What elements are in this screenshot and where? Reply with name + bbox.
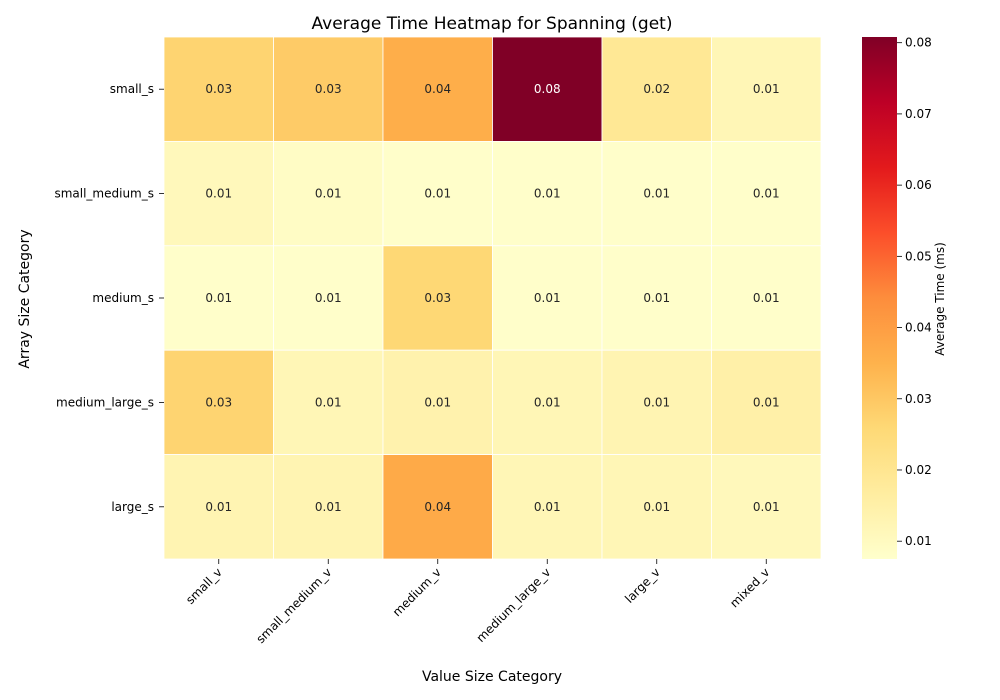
x-axis-label: Value Size Category: [422, 669, 562, 685]
heatmap-cell: [711, 349, 822, 456]
heatmap-cell: [273, 349, 384, 456]
heatmap-cell: [711, 454, 822, 560]
cell-value-label: 0.01: [205, 291, 232, 305]
cell-value-label: 0.01: [753, 187, 780, 201]
colorbar-tick-label: 0.02: [905, 463, 932, 477]
cell-value-label: 0.04: [424, 82, 451, 96]
cell-value-label: 0.01: [643, 187, 670, 201]
y-tick-label: medium_large_s: [56, 395, 154, 409]
heatmap-cells: 0.03 0.03 0.04 0.08 0.02 0.01 0.01 0.01 0.01 0.01…: [163, 36, 822, 560]
cell-value-label: 0.03: [315, 82, 342, 96]
x-tick-label: medium_v: [390, 565, 444, 619]
colorbar-tick-label: 0.04: [905, 321, 932, 335]
x-tick-label: small_v: [183, 565, 225, 607]
heatmap-cell: [382, 454, 493, 560]
colorbar-tick-label: 0.07: [905, 107, 932, 121]
cell-value-label: 0.03: [424, 291, 451, 305]
cell-value-label: 0.01: [753, 395, 780, 409]
heatmap-cell: [601, 245, 712, 351]
cell-value-label: 0.08: [534, 82, 561, 96]
cell-value-label: 0.01: [424, 187, 451, 201]
heatmap-cell: [601, 36, 712, 142]
y-tick-label: small_s: [110, 82, 154, 96]
colorbar-label: Average Time (ms): [933, 242, 947, 356]
heatmap-cell: [601, 349, 712, 456]
colorbar-tick-label: 0.05: [905, 249, 932, 263]
cell-value-label: 0.01: [205, 187, 232, 201]
cell-value-label: 0.01: [534, 291, 561, 305]
colorbar-ticks: 0.01 0.02 0.03 0.04 0.05 0.06 0.07 0.08: [897, 36, 932, 548]
heatmap-cell: [273, 140, 384, 247]
cell-value-label: 0.01: [643, 291, 670, 305]
cell-value-label: 0.01: [753, 500, 780, 514]
cell-value-label: 0.01: [753, 291, 780, 305]
cell-value-label: 0.01: [534, 395, 561, 409]
x-tick-label: small_medium_v: [253, 565, 334, 646]
x-tick-label: medium_large_v: [474, 565, 554, 645]
cell-value-label: 0.01: [315, 500, 342, 514]
heatmap-cell: [492, 245, 603, 351]
heatmap-cell: [382, 36, 493, 142]
heatmap-cell: [492, 349, 603, 456]
colorbar: 0.01 0.02 0.03 0.04 0.05 0.06 0.07 0.08 Average…: [862, 36, 947, 559]
cell-value-label: 0.01: [534, 187, 561, 201]
heatmap-cell: [711, 36, 822, 142]
y-axis-label: Array Size Category: [17, 229, 33, 368]
heatmap-cell: [711, 140, 822, 247]
cell-value-label: 0.01: [534, 500, 561, 514]
heatmap-cell: [492, 454, 603, 560]
heatmap-cell: [273, 245, 384, 351]
cell-value-label: 0.04: [424, 500, 451, 514]
heatmap-cell: [382, 245, 493, 351]
heatmap-cell: [163, 245, 274, 351]
cell-value-label: 0.01: [753, 82, 780, 96]
cell-value-label: 0.01: [315, 291, 342, 305]
colorbar-tick-label: 0.06: [905, 178, 932, 192]
heatmap-cell: [492, 140, 603, 247]
heatmap-cell: [163, 349, 274, 456]
x-tick-label: large_v: [622, 565, 663, 606]
x-axis-ticks: small_v small_medium_v medium_v medium_larg…: [183, 559, 772, 646]
cell-value-label: 0.03: [205, 82, 232, 96]
heatmap-cell: [382, 349, 493, 456]
y-tick-label: medium_s: [92, 291, 154, 305]
cell-value-label: 0.01: [643, 395, 670, 409]
y-axis-ticks: small_s small_medium_s medium_s medium_larg…: [54, 82, 164, 514]
heatmap-cell: [163, 36, 274, 142]
cell-value-label: 0.01: [315, 187, 342, 201]
colorbar-tick-label: 0.03: [905, 392, 932, 406]
chart-title: Average Time Heatmap for Spanning (get): [312, 14, 673, 34]
y-tick-label: large_s: [111, 500, 154, 514]
cell-value-label: 0.03: [205, 395, 232, 409]
colorbar-gradient: [862, 37, 897, 559]
colorbar-tick-label: 0.08: [905, 36, 932, 50]
heatmap-cell: [163, 454, 274, 560]
cell-value-label: 0.01: [643, 500, 670, 514]
cell-value-label: 0.02: [643, 82, 670, 96]
cell-value-label: 0.01: [315, 395, 342, 409]
colorbar-tick-label: 0.01: [905, 534, 932, 548]
heatmap-cell: [273, 36, 384, 142]
cell-value-label: 0.01: [205, 500, 232, 514]
x-tick-label: mixed_v: [727, 565, 772, 610]
cell-value-label: 0.01: [424, 395, 451, 409]
heatmap-cell: [711, 245, 822, 351]
heatmap-cell: [492, 36, 603, 142]
y-tick-label: small_medium_s: [54, 187, 154, 201]
heatmap-cell: [601, 454, 712, 560]
